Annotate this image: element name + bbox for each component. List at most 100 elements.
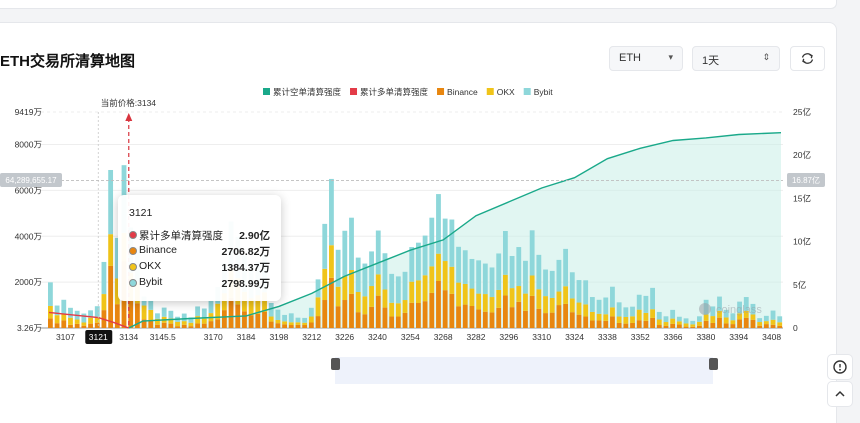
bar-binance[interactable] (322, 300, 328, 328)
bar-binance[interactable] (476, 309, 482, 328)
bar-binance[interactable] (114, 304, 120, 328)
bar-binance[interactable] (308, 322, 314, 329)
bar-okx[interactable] (589, 311, 595, 321)
bar-okx[interactable] (496, 289, 502, 308)
bar-bybit[interactable] (342, 230, 348, 276)
bar-okx[interactable] (469, 288, 475, 306)
bar-okx[interactable] (436, 253, 441, 281)
bar-binance[interactable] (315, 316, 321, 328)
bar-binance[interactable] (268, 321, 274, 328)
bar-bybit[interactable] (94, 306, 100, 317)
bar-binance[interactable] (529, 295, 535, 328)
bar-binance[interactable] (763, 324, 769, 328)
bar-binance[interactable] (88, 323, 93, 328)
bar-bybit[interactable] (536, 254, 542, 290)
legend-item[interactable]: 累计空单清算强度 (273, 87, 342, 97)
bar-okx[interactable] (221, 293, 227, 311)
bar-okx[interactable] (543, 296, 548, 314)
zoom-range-selection[interactable] (335, 357, 713, 384)
bar-bybit[interactable] (429, 217, 435, 267)
bar-binance[interactable] (422, 301, 428, 328)
bar-okx[interactable] (175, 321, 180, 327)
refresh-button[interactable] (790, 46, 825, 71)
bar-bybit[interactable] (502, 231, 508, 275)
bar-bybit[interactable] (382, 253, 388, 290)
bar-binance[interactable] (362, 314, 368, 328)
bar-binance[interactable] (161, 322, 167, 328)
bar-okx[interactable] (569, 298, 575, 313)
bar-okx[interactable] (536, 289, 542, 309)
bar-binance[interactable] (710, 322, 716, 328)
bar-bybit[interactable] (61, 299, 67, 314)
bar-okx[interactable] (262, 292, 267, 312)
bar-okx[interactable] (201, 318, 207, 324)
bar-okx[interactable] (697, 321, 702, 326)
bar-okx[interactable] (703, 314, 709, 321)
bar-binance[interactable] (395, 316, 401, 328)
bar-bybit[interactable] (422, 235, 428, 276)
bar-okx[interactable] (342, 275, 348, 301)
bar-okx[interactable] (382, 289, 388, 308)
bar-binance[interactable] (543, 313, 548, 328)
bar-bybit[interactable] (697, 316, 702, 322)
bar-okx[interactable] (730, 320, 736, 325)
bar-bybit[interactable] (516, 247, 522, 287)
bar-okx[interactable] (94, 316, 100, 323)
bar-binance[interactable] (623, 323, 629, 328)
bar-binance[interactable] (48, 318, 53, 328)
bar-bybit[interactable] (543, 269, 548, 297)
bar-binance[interactable] (349, 293, 354, 328)
bar-bybit[interactable] (710, 306, 716, 317)
bar-bybit[interactable] (195, 306, 201, 317)
bar-binance[interactable] (228, 297, 234, 328)
bar-binance[interactable] (342, 300, 348, 328)
bar-okx[interactable] (422, 275, 428, 302)
bar-okx[interactable] (690, 324, 696, 327)
bar-okx[interactable] (516, 286, 522, 302)
bar-binance[interactable] (148, 320, 154, 328)
bar-binance[interactable] (208, 321, 214, 328)
bar-binance[interactable] (436, 280, 441, 328)
bar-bybit[interactable] (68, 307, 73, 318)
bar-okx[interactable] (750, 314, 756, 320)
legend-item[interactable]: 累计多单清算强度 (360, 87, 429, 97)
bar-binance[interactable] (603, 320, 609, 328)
bar-binance[interactable] (108, 265, 114, 328)
bar-bybit[interactable] (462, 250, 468, 284)
bar-okx[interactable] (763, 321, 769, 325)
bar-bybit[interactable] (141, 296, 147, 306)
bar-bybit[interactable] (556, 259, 562, 292)
bar-okx[interactable] (737, 313, 742, 320)
bar-bybit[interactable] (81, 313, 87, 323)
bar-okx[interactable] (74, 319, 80, 324)
bar-binance[interactable] (656, 325, 662, 328)
bar-bybit[interactable] (750, 303, 756, 315)
bar-okx[interactable] (409, 281, 415, 303)
bar-bybit[interactable] (416, 242, 421, 281)
bar-bybit[interactable] (436, 194, 441, 254)
legend-item[interactable]: Bybit (534, 87, 554, 97)
bar-binance[interactable] (456, 306, 461, 328)
bar-binance[interactable] (703, 320, 709, 328)
bar-binance[interactable] (770, 324, 776, 328)
bar-binance[interactable] (596, 320, 602, 328)
bar-okx[interactable] (295, 322, 301, 325)
bar-binance[interactable] (777, 325, 783, 328)
bar-bybit[interactable] (656, 311, 662, 320)
bar-bybit[interactable] (523, 260, 528, 294)
bar-okx[interactable] (650, 309, 655, 318)
bar-bybit[interactable] (737, 301, 742, 314)
bar-binance[interactable] (750, 319, 756, 328)
bar-binance[interactable] (717, 317, 722, 328)
bar-okx[interactable] (509, 288, 515, 308)
bar-bybit[interactable] (763, 315, 769, 322)
bar-bybit[interactable] (335, 249, 341, 287)
zoom-handle-right[interactable] (709, 358, 718, 370)
bar-okx[interactable] (556, 291, 562, 306)
bar-binance[interactable] (730, 324, 736, 328)
bar-binance[interactable] (295, 324, 301, 328)
bar-binance[interactable] (248, 315, 254, 328)
bar-okx[interactable] (757, 322, 763, 326)
bar-bybit[interactable] (630, 306, 635, 317)
bar-okx[interactable] (549, 297, 555, 313)
